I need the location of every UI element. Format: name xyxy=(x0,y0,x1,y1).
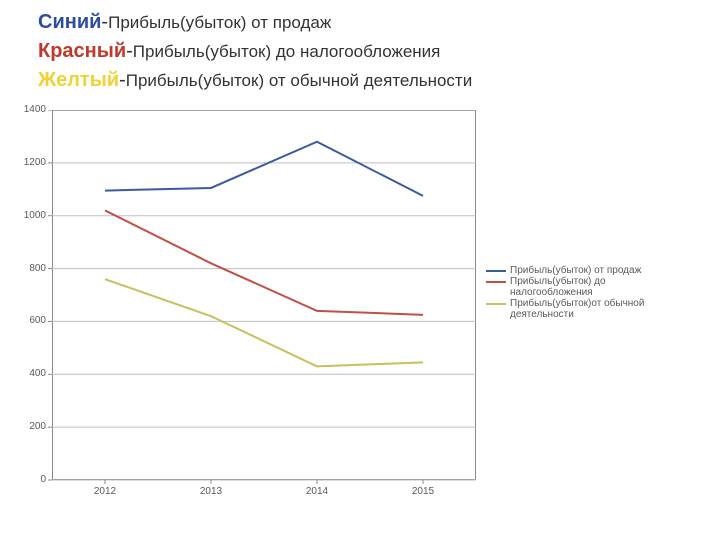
y-tick-label: 1000 xyxy=(16,210,46,221)
series-line xyxy=(105,210,423,314)
x-tick-label: 2013 xyxy=(181,486,241,497)
series-line xyxy=(105,142,423,196)
legend-item: Прибыль(убыток) до налогообложения xyxy=(486,276,680,298)
header-desc: Прибыль(убыток) от обычной деятельности xyxy=(126,71,472,90)
legend-swatch xyxy=(486,303,506,305)
y-tick-label: 0 xyxy=(16,474,46,485)
x-tick-label: 2012 xyxy=(75,486,135,497)
legend-swatch xyxy=(486,270,506,272)
header-sep: - xyxy=(126,40,133,62)
y-tick-label: 1400 xyxy=(16,104,46,115)
chart-svg xyxy=(16,110,704,530)
y-tick-label: 800 xyxy=(16,263,46,274)
header-line-1: Красный-Прибыль(убыток) до налогообложен… xyxy=(38,37,720,66)
header-line-2: Желтый-Прибыль(убыток) от обычной деятел… xyxy=(38,66,720,95)
y-tick-label: 1200 xyxy=(16,157,46,168)
header-key: Желтый xyxy=(38,69,119,91)
y-tick-label: 200 xyxy=(16,421,46,432)
y-tick-label: 600 xyxy=(16,315,46,326)
header-key: Синий xyxy=(38,11,101,33)
legend-swatch xyxy=(486,281,506,283)
legend-text: Прибыль(убыток) до налогообложения xyxy=(510,276,680,298)
x-tick-label: 2014 xyxy=(287,486,347,497)
legend-text: Прибыль(убыток) от продаж xyxy=(510,265,641,276)
legend-item: Прибыль(убыток) от продаж xyxy=(486,265,680,276)
header-line-0: Синий-Прибыль(убыток) от продаж xyxy=(38,8,720,37)
chart-container: Прибыль(убыток) от продажПрибыль(убыток)… xyxy=(16,110,704,530)
series-line xyxy=(105,279,423,366)
header-desc: Прибыль(убыток) до налогообложения xyxy=(133,42,441,61)
header-key: Красный xyxy=(38,40,126,62)
header-desc: Прибыль(убыток) от продаж xyxy=(108,13,331,32)
legend: Прибыль(убыток) от продажПрибыль(убыток)… xyxy=(486,265,680,320)
x-tick-label: 2015 xyxy=(393,486,453,497)
legend-item: Прибыль(убыток)от обычной деятельности xyxy=(486,298,680,320)
y-tick-label: 400 xyxy=(16,368,46,379)
header: Синий-Прибыль(убыток) от продажКрасный-П… xyxy=(0,0,720,101)
header-sep: - xyxy=(119,69,126,91)
legend-text: Прибыль(убыток)от обычной деятельности xyxy=(510,298,680,320)
